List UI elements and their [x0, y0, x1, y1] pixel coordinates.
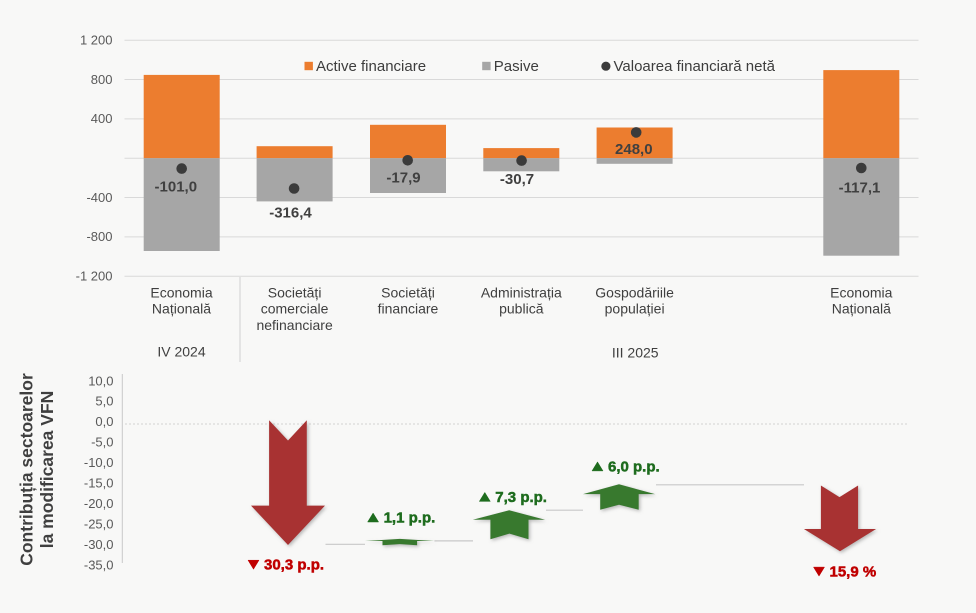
svg-text:-10,0: -10,0 — [84, 455, 114, 470]
svg-text:10,0: 10,0 — [88, 373, 113, 388]
svg-text:nefinanciare: nefinanciare — [256, 317, 332, 333]
svg-text:financiare: financiare — [378, 301, 439, 317]
svg-text:0,0: 0,0 — [95, 414, 113, 429]
svg-text:Contribuția sectoarelor: Contribuția sectoarelor — [17, 373, 37, 566]
svg-text:-25,0: -25,0 — [84, 516, 114, 531]
svg-text:Pasive: Pasive — [494, 58, 539, 75]
svg-text:III 2025: III 2025 — [612, 345, 659, 361]
svg-text:comerciale: comerciale — [261, 301, 329, 317]
svg-text:7,3 p.p.: 7,3 p.p. — [495, 489, 547, 506]
svg-text:-20,0: -20,0 — [84, 496, 114, 511]
svg-text:Economia: Economia — [150, 284, 212, 300]
svg-text:Active financiare: Active financiare — [316, 58, 426, 75]
svg-text:15,9 %: 15,9 % — [830, 564, 877, 581]
svg-text:-17,9: -17,9 — [386, 170, 420, 187]
svg-text:-5,0: -5,0 — [91, 435, 113, 450]
svg-text:-30,0: -30,0 — [84, 537, 114, 552]
svg-text:-1 200: -1 200 — [76, 269, 113, 284]
svg-text:Națională: Națională — [152, 301, 211, 317]
svg-text:populației: populației — [605, 301, 665, 317]
svg-text:Valoarea financiară netă: Valoarea financiară netă — [614, 58, 776, 75]
svg-text:Economia: Economia — [830, 284, 892, 300]
svg-text:Societăți: Societăți — [268, 284, 322, 300]
svg-text:-117,1: -117,1 — [839, 180, 881, 197]
svg-text:-35,0: -35,0 — [84, 557, 114, 572]
svg-text:-15,0: -15,0 — [84, 476, 114, 491]
svg-text:Gospodăriile: Gospodăriile — [595, 284, 674, 300]
svg-text:30,3 p.p.: 30,3 p.p. — [264, 557, 324, 574]
svg-text:800: 800 — [91, 72, 113, 87]
svg-text:IV 2024: IV 2024 — [157, 344, 205, 360]
svg-text:400: 400 — [91, 111, 113, 126]
svg-text:-101,0: -101,0 — [155, 178, 198, 195]
svg-text:publică: publică — [499, 301, 544, 317]
svg-text:-800: -800 — [86, 229, 112, 244]
svg-text:Națională: Națională — [832, 301, 891, 317]
svg-text:-316,4: -316,4 — [269, 204, 312, 221]
svg-text:5,0: 5,0 — [95, 394, 113, 409]
svg-text:Societăți: Societăți — [381, 284, 435, 300]
svg-text:-30,7: -30,7 — [500, 171, 534, 188]
svg-text:Administrația: Administrația — [481, 284, 562, 300]
svg-text:la modificarea VFN: la modificarea VFN — [37, 391, 57, 549]
svg-text:1 200: 1 200 — [80, 33, 113, 48]
svg-text:248,0: 248,0 — [615, 141, 653, 158]
svg-text:-400: -400 — [86, 190, 112, 205]
svg-text:6,0 p.p.: 6,0 p.p. — [608, 458, 660, 475]
svg-text:1,1 p.p.: 1,1 p.p. — [384, 510, 436, 527]
